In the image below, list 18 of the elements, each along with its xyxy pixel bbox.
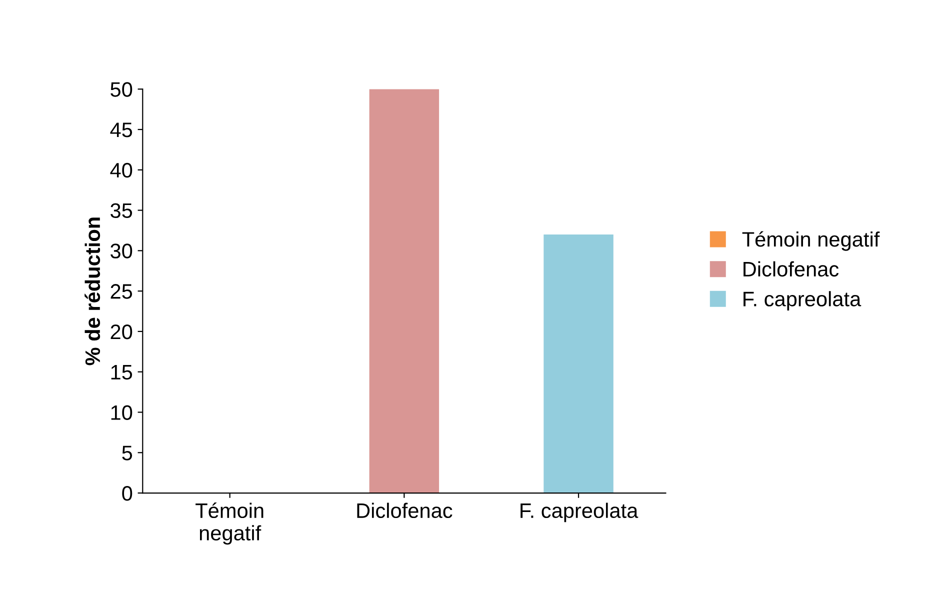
y-tick-label: 30 xyxy=(110,244,132,258)
y-tick-label: 50 xyxy=(110,82,132,97)
x-tick-label: Témoin negatif xyxy=(196,502,264,545)
y-tick-label: 40 xyxy=(110,162,132,178)
legend-label: F. capreolata xyxy=(744,291,862,311)
y-tick-label: 35 xyxy=(110,203,132,218)
y-tick-label: 5 xyxy=(122,446,132,460)
x-tick-label: F. capreolata xyxy=(520,502,638,522)
x-tick-label: Diclofenac xyxy=(357,502,452,518)
legend-label: Témoin negatif xyxy=(742,231,880,251)
y-tick-label: 10 xyxy=(111,405,132,420)
y-tick-label: 25 xyxy=(110,284,132,299)
y-axis-title: % de réduction xyxy=(84,218,100,366)
y-tick-label: 15 xyxy=(111,365,132,380)
y-tick-label: 0 xyxy=(122,486,132,501)
y-tick-label: 45 xyxy=(110,122,132,138)
legend-label: Diclofenac xyxy=(744,261,839,277)
y-tick-label: 20 xyxy=(110,324,132,340)
